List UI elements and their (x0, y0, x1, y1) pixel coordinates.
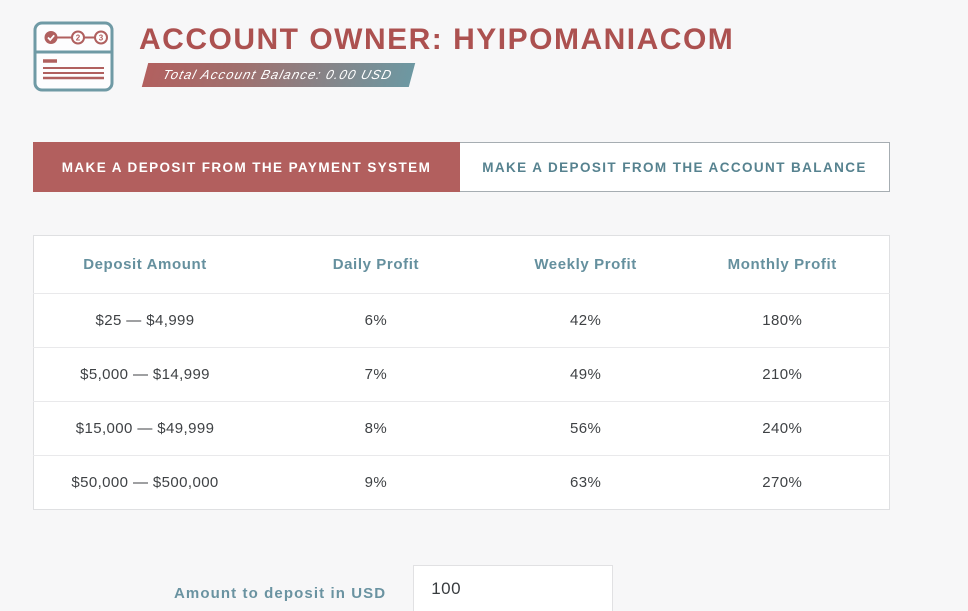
weekly-profit-cell: 42% (495, 293, 676, 348)
weekly-profit-cell: 63% (495, 455, 676, 510)
monthly-profit-cell: 270% (675, 455, 890, 510)
daily-profit-cell: 7% (256, 347, 496, 402)
deposit-range-cell: $50,000 — $500,000 (33, 455, 257, 510)
daily-profit-cell: 6% (256, 293, 496, 348)
deposit-tabs: MAKE A DEPOSIT FROM THE PAYMENT SYSTEM M… (33, 142, 890, 192)
weekly-profit-cell: 49% (495, 347, 676, 402)
daily-profit-cell: 8% (256, 401, 496, 456)
header-text: ACCOUNT OWNER: HYIPOMANIACOM Total Accou… (139, 21, 734, 92)
svg-text:3: 3 (99, 34, 104, 43)
page-title: ACCOUNT OWNER: HYIPOMANIACOM (139, 23, 735, 56)
monthly-profit-cell: 240% (675, 401, 890, 456)
column-header-deposit-amount: Deposit Amount (83, 256, 207, 273)
deposit-range-cell: $15,000 — $49,999 (33, 401, 257, 456)
daily-profit-cell: 9% (256, 455, 496, 510)
column-header-daily-profit: Daily Profit (332, 256, 420, 273)
svg-text:2: 2 (76, 34, 81, 43)
column-header-weekly-profit: Weekly Profit (534, 256, 637, 273)
table-row: $50,000 — $500,000 9% 63% 270% (33, 455, 890, 510)
tab-deposit-payment-system[interactable]: MAKE A DEPOSIT FROM THE PAYMENT SYSTEM (33, 142, 460, 192)
balance-badge: Total Account Balance: 0.00 USD (141, 63, 416, 87)
card-with-stepper-icon: 2 3 (33, 21, 114, 92)
table-row: $5,000 — $14,999 7% 49% 210% (33, 347, 890, 402)
monthly-profit-cell: 180% (675, 293, 890, 348)
deposit-range-cell: $5,000 — $14,999 (33, 347, 257, 402)
weekly-profit-cell: 56% (495, 401, 676, 456)
account-header: 2 3 ACCOUNT OWNER: HYIPOMANIACOM Total A… (33, 21, 734, 92)
amount-to-deposit-label: Amount to deposit in USD (174, 584, 387, 602)
deposit-range-cell: $25 — $4,999 (33, 293, 257, 348)
monthly-profit-cell: 210% (675, 347, 890, 402)
deposit-plans-table: Deposit Amount Daily Profit Weekly Profi… (33, 235, 890, 510)
tab-deposit-account-balance[interactable]: MAKE A DEPOSIT FROM THE ACCOUNT BALANCE (460, 142, 890, 192)
table-header-row: Deposit Amount Daily Profit Weekly Profi… (34, 236, 890, 294)
deposit-amount-row: Amount to deposit in USD (174, 564, 614, 611)
table-row: $25 — $4,999 6% 42% 180% (33, 293, 890, 348)
column-header-monthly-profit: Monthly Profit (727, 256, 837, 273)
table-row: $15,000 — $49,999 8% 56% 240% (33, 401, 890, 456)
amount-to-deposit-input[interactable] (413, 565, 614, 611)
